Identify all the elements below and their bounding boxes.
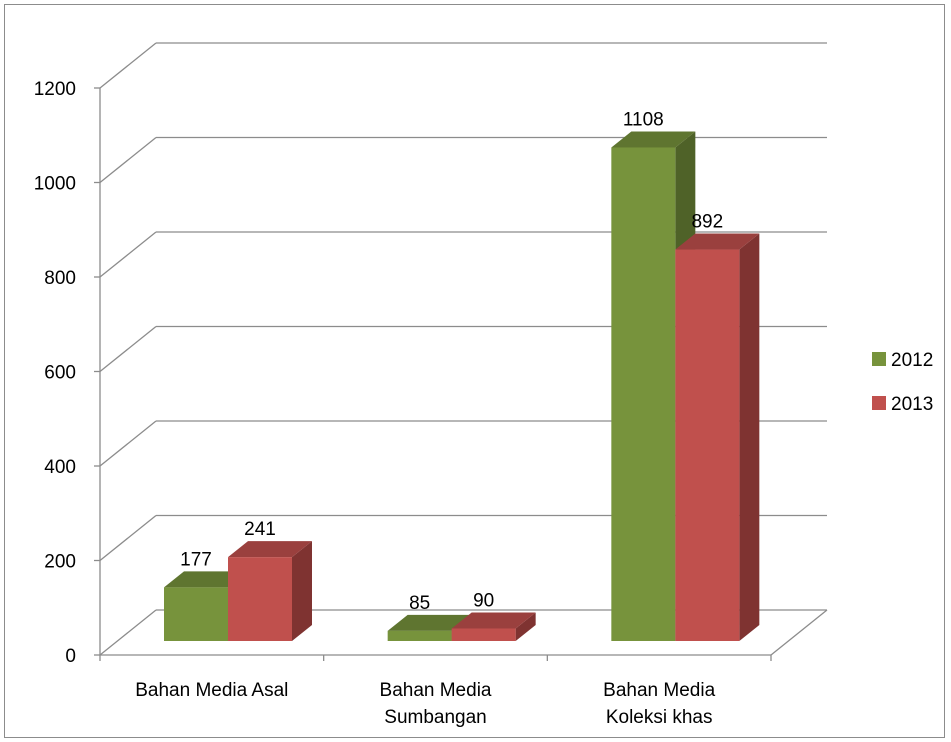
legend-label: 2013	[891, 394, 933, 415]
bar-top	[451, 612, 536, 629]
legend-swatch-2013	[872, 396, 886, 410]
bar-2012	[387, 630, 452, 641]
y-tick-label: 400	[44, 457, 76, 478]
gridline-connector	[99, 609, 157, 656]
y-tick-label: 0	[65, 646, 76, 667]
bar-2012	[611, 147, 676, 641]
bar-top	[611, 131, 696, 148]
data-label: 1108	[623, 109, 664, 130]
bar-side	[515, 612, 536, 641]
data-label: 241	[244, 519, 276, 540]
floor-edge	[770, 609, 828, 656]
y-tick-label: 1200	[34, 79, 76, 100]
x-tick-label: Bahan Media	[603, 680, 715, 701]
bar-side	[739, 233, 760, 641]
bar-top	[164, 571, 248, 588]
gridline-connector	[99, 42, 157, 89]
x-tick-label: Bahan Media Asal	[135, 680, 288, 701]
data-label: 85	[409, 593, 430, 614]
bar-top	[387, 614, 472, 631]
gridline-connector	[99, 420, 157, 467]
gridline-connector	[99, 231, 157, 278]
data-label: 90	[473, 590, 494, 611]
data-label: 177	[180, 549, 212, 570]
bar-2012	[164, 587, 228, 641]
gridline-connector	[99, 514, 157, 562]
bar-top	[228, 541, 312, 558]
bar-2013	[451, 628, 516, 641]
y-tick-label: 1000	[34, 174, 76, 195]
bar-2013	[228, 557, 292, 641]
legend-swatch-2012	[872, 352, 886, 366]
bar-2013	[675, 249, 740, 641]
bar-side	[292, 541, 312, 641]
data-label: 892	[691, 212, 723, 233]
gridline-connector	[99, 325, 157, 373]
bar-top	[675, 233, 760, 250]
y-tick-label: 600	[44, 363, 76, 384]
x-tick-label: Sumbangan	[384, 707, 486, 728]
gridline-connector	[99, 136, 157, 184]
legend-label: 2012	[891, 350, 933, 371]
y-tick-label: 800	[44, 268, 76, 289]
x-tick-label: Koleksi khas	[606, 707, 713, 728]
x-tick-label: Bahan Media	[380, 680, 492, 701]
y-tick-label: 200	[44, 552, 76, 573]
